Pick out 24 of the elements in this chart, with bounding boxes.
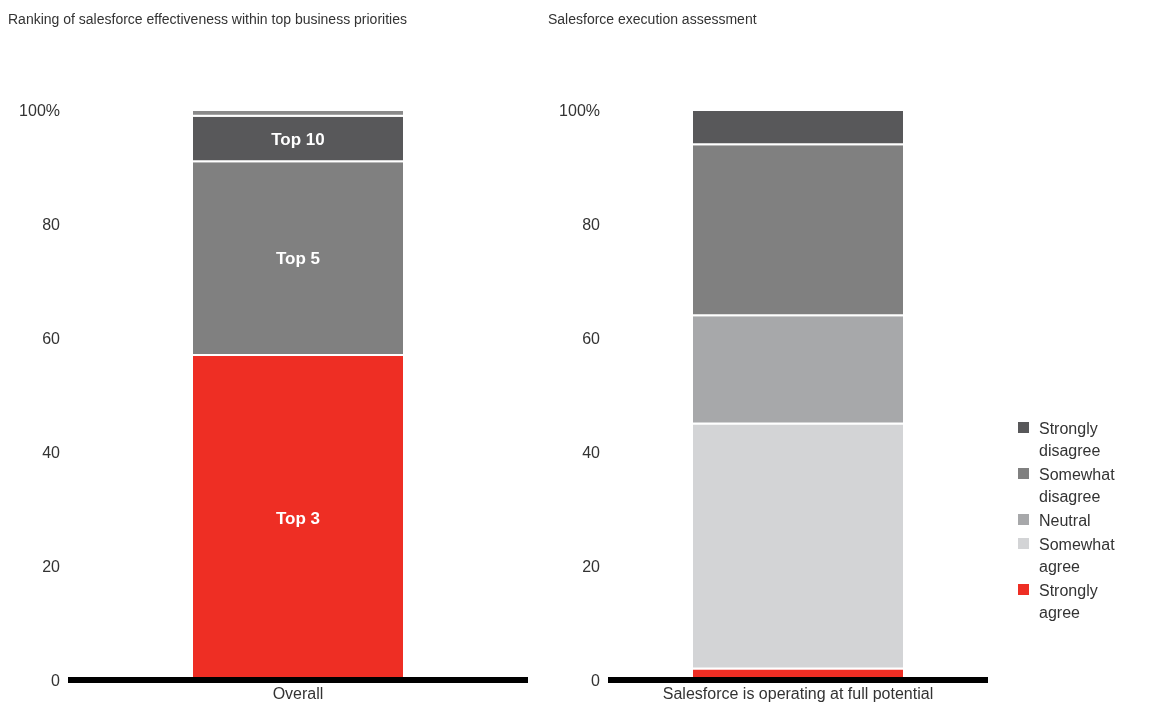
y-tick-label: 100% <box>559 101 600 119</box>
y-tick-label: 100% <box>19 101 60 119</box>
series-label: Top 10 <box>271 129 325 149</box>
y-tick-label: 40 <box>42 443 61 461</box>
legend-label: Neutral <box>1039 511 1092 531</box>
y-tick-label: 60 <box>582 329 601 347</box>
y-tick-label: 20 <box>42 557 61 575</box>
legend-label: Strongly agree <box>1039 581 1099 623</box>
legend-label: Somewhat disagree <box>1039 465 1116 507</box>
legend-label: Somewhat agree <box>1039 535 1116 577</box>
y-tick-label: 80 <box>42 215 61 233</box>
series-label: Top 5 <box>275 249 321 269</box>
y-tick-label: 80 <box>582 215 601 233</box>
chart-title: Salesforce execution assessment <box>548 10 758 29</box>
y-tick-label: 60 <box>42 329 61 347</box>
series-label: Top 3 <box>275 508 321 528</box>
legend-label: Strongly disagree <box>1039 419 1102 461</box>
chart-title: Ranking of salesforce effectiveness within top business priorities <box>8 10 408 29</box>
y-tick-label: 40 <box>582 443 601 461</box>
y-tick-label: 20 <box>582 557 601 575</box>
y-tick-label: 0 <box>591 671 601 689</box>
y-tick-label: 0 <box>51 671 61 689</box>
x-tick-label: Overall <box>272 685 324 703</box>
x-tick-label: Salesforce is operating at full potential <box>662 685 934 703</box>
